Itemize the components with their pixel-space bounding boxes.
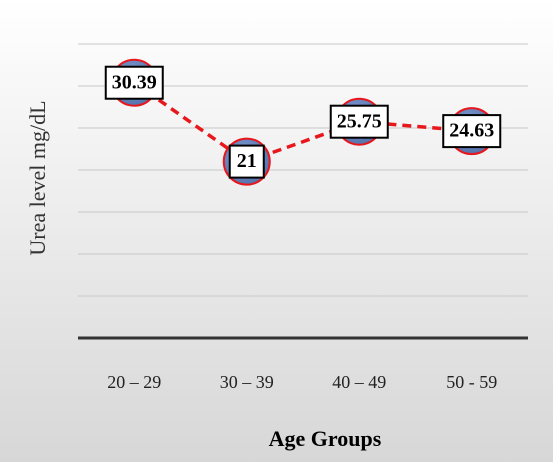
x-tick-label-4: 50 - 59: [446, 372, 497, 392]
data-label-box: [104, 65, 164, 100]
series-line: [133, 81, 472, 164]
x-axis-title: Age Groups: [269, 426, 382, 451]
data-label-text: 25.75: [337, 110, 382, 132]
data-label-3: 25.75: [329, 104, 389, 139]
data-label-2: 21: [228, 144, 265, 179]
x-tick-label-2: 30 – 39: [220, 372, 274, 392]
data-label-1: 30.39: [104, 65, 164, 100]
data-label-text: 30.39: [112, 71, 157, 93]
y-axis-title: Urea level mg/dL: [25, 100, 50, 255]
series-line-layer: [133, 81, 472, 164]
data-label-box: [329, 104, 389, 139]
data-label-text: 24.63: [449, 120, 494, 142]
data-label-box: [228, 144, 265, 179]
x-tick-label-1: 20 – 29: [107, 372, 161, 392]
x-tick-labels: 20 – 29 30 – 39 40 – 49 50 - 59: [107, 372, 497, 392]
data-label-box: [442, 114, 502, 149]
data-labels: 30.39 21 25.75 24.63: [104, 65, 502, 179]
data-label-text: 21: [237, 150, 257, 172]
data-label-4: 24.63: [442, 114, 502, 149]
x-tick-label-3: 40 – 49: [332, 372, 386, 392]
